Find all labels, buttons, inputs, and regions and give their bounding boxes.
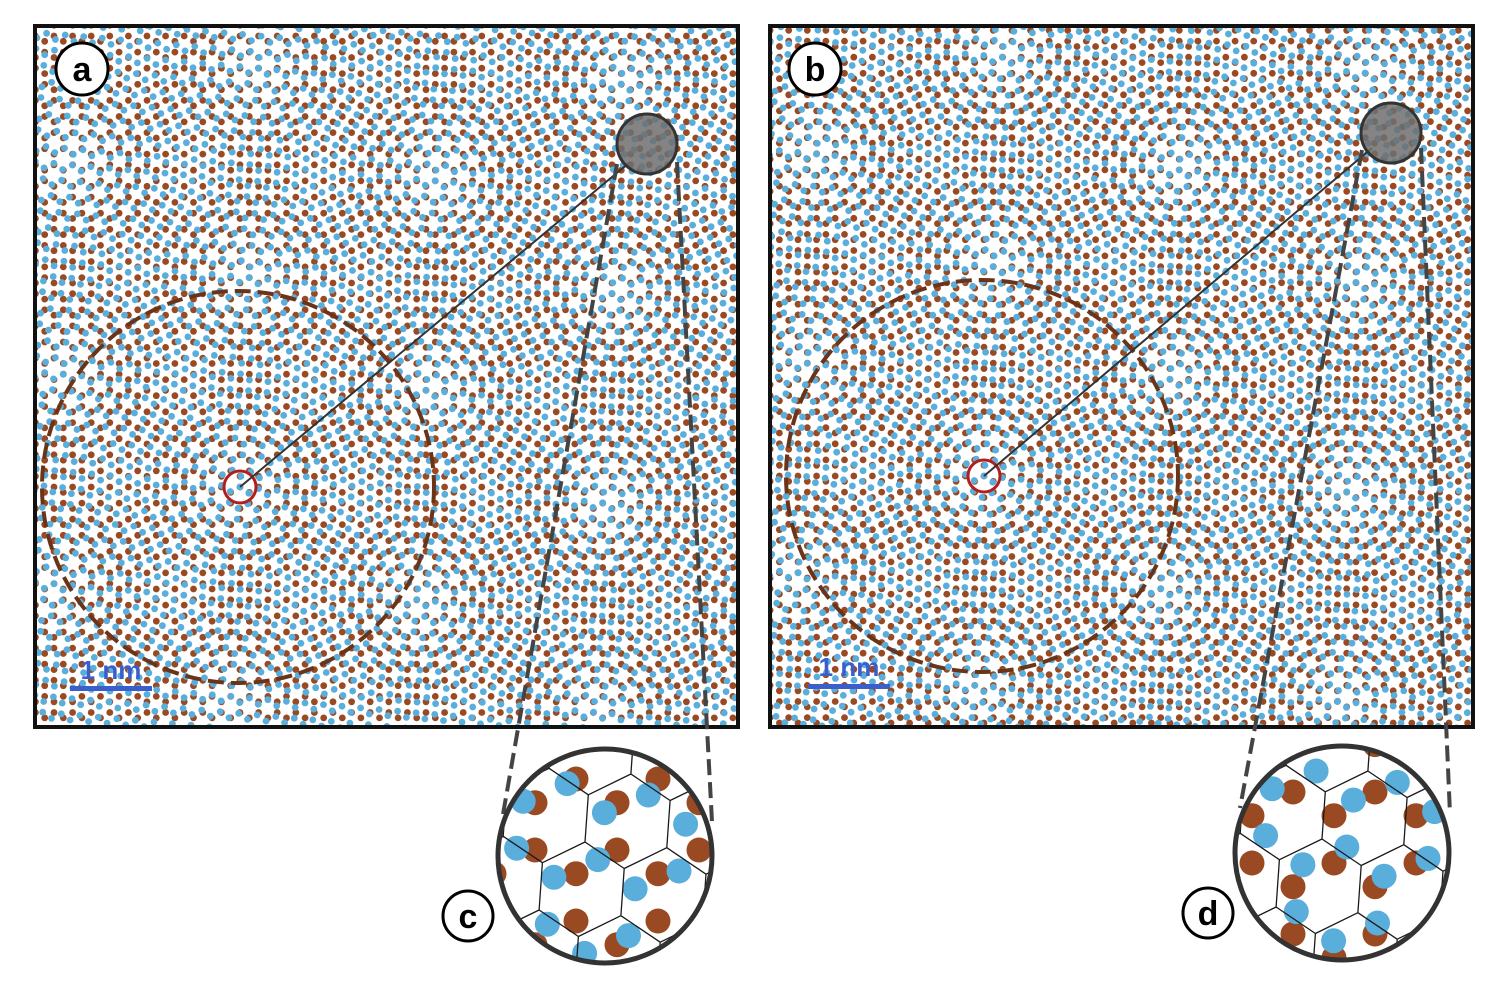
connector-lines-d xyxy=(1238,147,1452,815)
lattice-image-b xyxy=(772,28,1472,725)
center-marker-a xyxy=(222,469,258,505)
scale-bar-b: 1 nm xyxy=(808,652,890,689)
panel-b: b 1 nm xyxy=(768,24,1475,729)
panel-a-frame xyxy=(33,24,740,729)
atom-layer-blue xyxy=(37,28,737,725)
panel-b-frame xyxy=(768,24,1475,729)
center-marker-b xyxy=(966,458,1002,494)
panel-a: a 1 nm xyxy=(33,24,740,729)
inset-bonds xyxy=(499,750,711,962)
zoom-region-a xyxy=(615,112,679,176)
lattice-image-a xyxy=(37,28,737,725)
panel-label-a: a xyxy=(54,41,110,97)
inset-label-c: c xyxy=(441,889,495,943)
scale-bar-a: 1 nm xyxy=(70,655,152,691)
panel-label-b: b xyxy=(787,41,843,97)
moire-circle-a xyxy=(40,289,436,685)
inset-d: d xyxy=(1181,743,1452,963)
radius-line-a xyxy=(239,161,631,488)
atom-layer-blue xyxy=(772,28,1472,725)
connector-lines-c xyxy=(500,161,714,823)
moire-circle-b xyxy=(784,278,1180,674)
inset-bonds xyxy=(1236,747,1448,959)
inset-label-d: d xyxy=(1181,886,1235,940)
inset-c: c xyxy=(441,746,715,966)
zoom-region-b xyxy=(1359,101,1423,165)
radius-line-b xyxy=(983,147,1373,477)
